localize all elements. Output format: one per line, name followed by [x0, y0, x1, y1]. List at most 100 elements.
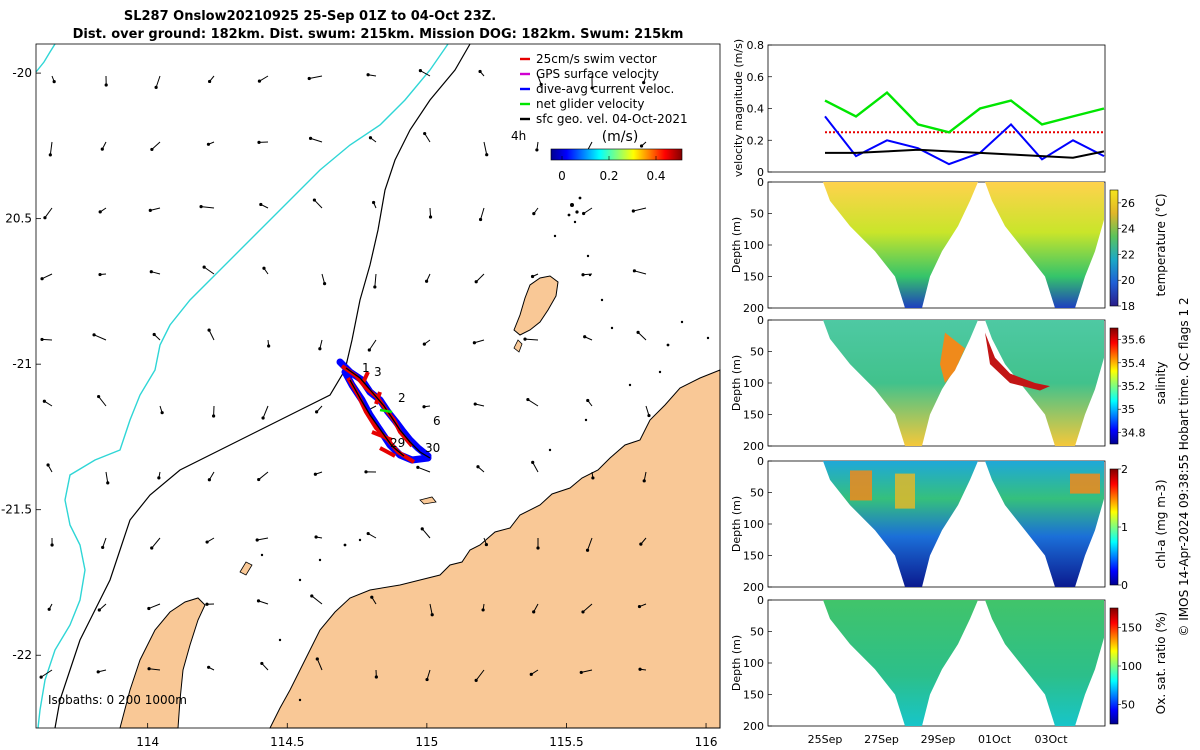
current-vector: [102, 537, 107, 548]
current-vector-head: [104, 83, 108, 87]
temperature-y-tick-label: 100: [743, 239, 764, 252]
salinity-panel: 0 50 100 150 200 Depth (m) 34.8 35 35.2 35.4 35.6 s…: [730, 314, 1168, 453]
current-vector-head: [205, 602, 209, 606]
island-small-2: [239, 561, 253, 576]
current-vector-head: [39, 675, 43, 679]
island-barrow: [513, 275, 559, 336]
isobaths-label: Isobaths: 0 200 1000m: [48, 693, 187, 707]
velocity-y-axis: 0 0.2 0.4 0.6 0.8: [747, 39, 772, 179]
current-vector-head: [585, 548, 590, 552]
current-vector-head: [530, 274, 535, 279]
current-vector-head: [478, 69, 482, 74]
current-vector-head: [313, 472, 317, 476]
current-vector: [316, 658, 323, 671]
current-vector: [429, 603, 433, 615]
current-vector-head: [97, 608, 101, 612]
current-vector-head: [474, 678, 478, 682]
current-vector-head: [314, 535, 318, 539]
current-vector-head: [149, 270, 153, 274]
current-vector-head: [366, 531, 370, 536]
current-vector-head: [92, 333, 96, 337]
current-vector: [150, 207, 161, 211]
salinity-colorbar-tick-label: 35.6: [1121, 334, 1146, 347]
current-vector-head: [478, 217, 483, 222]
current-vector-head: [147, 667, 151, 671]
current-vector-head: [476, 465, 480, 469]
oxygen-ylabel: Depth (m): [730, 635, 743, 691]
current-vector: [633, 207, 647, 212]
temperature-section: [823, 182, 1104, 308]
current-vector-head: [40, 277, 44, 281]
oxygen-colorbar-tick-label: 50: [1121, 699, 1135, 712]
current-vector: [532, 462, 539, 473]
current-vector-head: [261, 416, 265, 420]
current-vector-head: [423, 131, 427, 136]
current-vector-head: [260, 661, 264, 666]
chla-colorbar-tick-label: 1: [1121, 521, 1128, 534]
current-vector-head: [579, 670, 583, 675]
current-vector-head: [322, 282, 327, 286]
salinity-y-tick-label: 50: [750, 346, 764, 359]
map-x-tick-label: 114: [136, 735, 159, 749]
islets: [260, 196, 710, 702]
current-vector: [149, 668, 161, 671]
current-vector-head: [98, 272, 102, 277]
chla-colorbar-tick-label: 0: [1121, 579, 1128, 592]
current-vector-head: [310, 594, 314, 598]
current-vector-head: [418, 69, 422, 73]
current-vector-head: [472, 341, 476, 345]
current-vector-head: [367, 348, 371, 352]
current-vector: [527, 399, 539, 407]
current-vector: [424, 133, 431, 143]
current-vector: [583, 207, 593, 214]
current-vector-head: [212, 414, 216, 418]
current-vector-head: [642, 479, 646, 483]
legend-label: dive-avg current veloc.: [536, 82, 674, 96]
track-label: 6: [433, 414, 441, 428]
current-vector: [582, 603, 593, 613]
map-y-axis: -20 20.5 -21 -21.5 -22: [1, 66, 41, 662]
current-vector-head: [52, 79, 56, 84]
current-vector-head: [366, 73, 370, 77]
current-vector-head: [531, 460, 535, 464]
current-vector-head: [150, 546, 154, 550]
velocity-y-tick-label: 0.8: [747, 39, 765, 52]
legend-label: net glider velocity: [536, 97, 644, 111]
current-vector-head: [262, 266, 266, 270]
current-vector-head: [208, 79, 212, 84]
isobath-200: [54, 43, 471, 729]
track-label: 3: [374, 365, 382, 379]
current-vector-head: [267, 344, 271, 348]
current-vector-head: [632, 269, 637, 273]
current-vector: [480, 207, 485, 220]
temperature-y-tick-label: 150: [743, 271, 764, 284]
current-vector-head: [586, 398, 590, 403]
current-vector-head: [581, 610, 585, 614]
current-vector-head: [148, 208, 152, 212]
current-vector-head: [101, 545, 105, 550]
peninsula-west: [119, 597, 206, 729]
map-x-tick-label: 114.5: [270, 735, 304, 749]
current-vector-head: [422, 405, 426, 409]
current-vector-head: [160, 411, 164, 415]
current-vector: [41, 273, 53, 280]
current-vector: [474, 339, 485, 344]
current-vector-head: [207, 328, 211, 332]
isobath-coast: [37, 43, 449, 729]
current-vector: [420, 70, 431, 77]
isobath-coast-2: [35, 43, 56, 73]
temperature-panel: 0 50 100 150 200 Depth (m) 18 20 22 24 26 temperatu…: [730, 176, 1168, 315]
current-vector-head: [583, 335, 587, 339]
velocity-series: [824, 90, 1105, 166]
oxygen-colorbar-tick-label: 150: [1121, 621, 1142, 634]
current-vector-head: [424, 279, 429, 283]
current-vector-head: [529, 672, 533, 676]
oxygen-y-tick-label: 200: [743, 720, 764, 733]
time-x-tick-label: 29Sep: [921, 733, 956, 746]
glider-track: 1 3 2 6 29 30: [336, 358, 441, 464]
current-vector-head: [416, 465, 420, 469]
current-vector-head: [315, 657, 319, 661]
salinity-high-feature: [985, 332, 1050, 391]
